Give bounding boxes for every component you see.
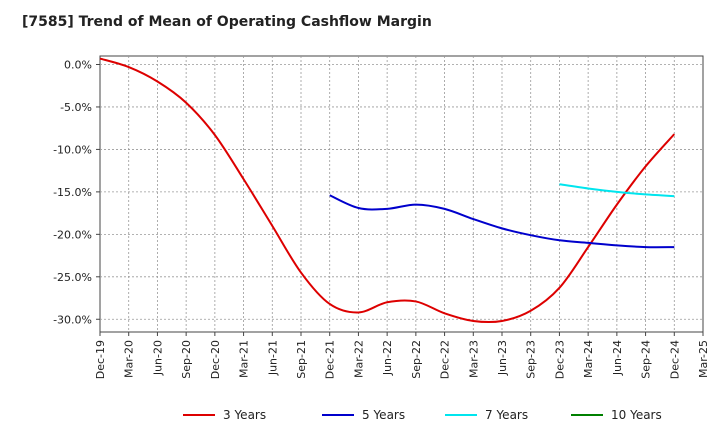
legend-label-10-years: 10 Years [611, 408, 662, 422]
x-tick-label: Sep-21 [295, 340, 308, 379]
plot-area [99, 55, 704, 333]
x-tick-label: Sep-23 [525, 340, 538, 379]
series-line-3-years [99, 57, 676, 324]
x-tick-label: Jun-23 [496, 340, 509, 376]
y-tick-label: -15.0% [53, 186, 92, 199]
y-tick-label: -5.0% [60, 101, 92, 114]
series-lines [99, 57, 676, 324]
x-tick-label: Mar-20 [123, 340, 136, 378]
x-tick-label: Dec-21 [324, 340, 337, 379]
x-tick-label: Jun-24 [611, 340, 624, 376]
x-tick-label: Jun-20 [151, 340, 164, 376]
x-tick-label: Jun-21 [266, 340, 279, 376]
y-tick-label: 0.0% [64, 58, 92, 71]
x-tick-label: Mar-24 [582, 340, 595, 378]
x-tick-label: Dec-24 [668, 340, 681, 379]
grid-lines [100, 56, 703, 332]
x-tick-label: Mar-22 [352, 340, 365, 378]
x-tick-label: Dec-20 [209, 340, 222, 379]
chart-title: [7585] Trend of Mean of Operating Cashfl… [22, 14, 432, 30]
x-tick-label: Sep-20 [180, 340, 193, 379]
x-tick-label: Mar-25 [697, 340, 710, 378]
x-axis: Dec-19 Mar-20 Jun-20 Sep-20 Dec-20 Mar-21 Jun-… [94, 332, 710, 379]
legend: 3 Years 5 Years 7 Years 10 Years [183, 408, 662, 422]
series-line-7-years [559, 183, 675, 198]
legend-label-7-years: 7 Years [485, 408, 528, 422]
series-line-5-years [329, 194, 675, 249]
y-axis: 0.0% -5.0% -10.0% -15.0% -20.0% -25.0% -30.0% [53, 58, 100, 326]
x-tick-label: Jun-22 [381, 340, 394, 376]
y-tick-label: -10.0% [53, 143, 92, 156]
y-tick-label: -20.0% [53, 228, 92, 241]
x-tick-label: Mar-21 [238, 340, 251, 378]
y-tick-label: -25.0% [53, 271, 92, 284]
legend-label-5-years: 5 Years [362, 408, 405, 422]
x-tick-label: Sep-24 [640, 340, 653, 379]
x-tick-label: Dec-23 [553, 340, 566, 379]
legend-label-3-years: 3 Years [223, 408, 266, 422]
x-tick-label: Mar-23 [467, 340, 480, 378]
x-tick-label: Dec-19 [94, 340, 107, 379]
x-tick-label: Dec-22 [439, 340, 452, 379]
x-tick-label: Sep-22 [410, 340, 423, 379]
y-tick-label: -30.0% [53, 313, 92, 326]
